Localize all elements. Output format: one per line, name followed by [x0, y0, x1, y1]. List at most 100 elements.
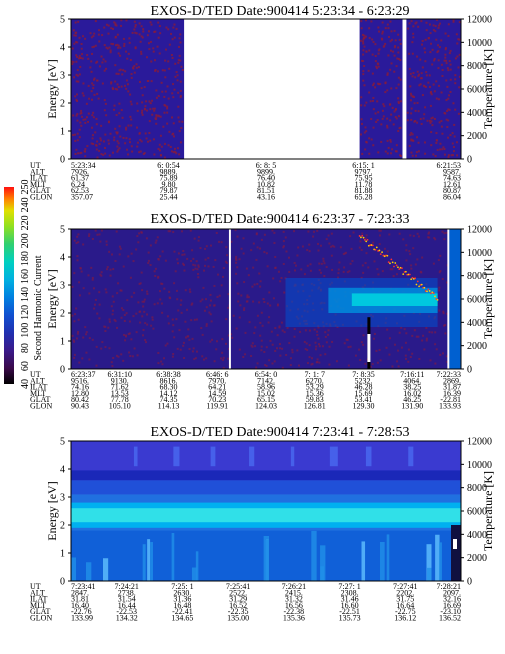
data-speckle: [88, 358, 91, 361]
data-speckle: [80, 47, 83, 50]
data-speckle: [194, 357, 197, 360]
data-speckle: [393, 29, 396, 32]
data-speckle: [169, 230, 172, 233]
y-tick-label: 5: [60, 437, 65, 448]
data-speckle: [163, 156, 166, 159]
data-speckle: [372, 108, 375, 111]
y-right-tick-label: 6000: [467, 295, 487, 306]
data-speckle: [71, 60, 74, 63]
data-speckle: [343, 342, 346, 345]
data-speckle: [158, 25, 161, 28]
data-speckle: [114, 127, 117, 130]
data-segment: [406, 19, 461, 159]
data-speckle: [124, 142, 127, 145]
data-speckle: [155, 115, 158, 118]
data-speckle: [247, 274, 250, 277]
data-speckle: [156, 236, 159, 239]
data-speckle: [324, 335, 327, 338]
data-speckle: [453, 135, 456, 138]
data-speckle: [443, 148, 446, 151]
data-speckle: [397, 83, 400, 86]
data-speckle: [97, 33, 100, 36]
data-speckle: [259, 247, 262, 250]
data-speckle: [410, 112, 413, 115]
table-row-label: GLON: [30, 614, 52, 623]
data-speckle: [240, 294, 243, 297]
data-speckle: [108, 320, 111, 323]
data-speckle: [174, 75, 177, 78]
data-speckle: [141, 94, 144, 97]
data-speckle: [456, 154, 459, 157]
data-speckle: [130, 76, 133, 79]
data-speckle: [103, 44, 106, 47]
table-cell: 46.25: [403, 395, 421, 404]
data-speckle: [119, 135, 122, 138]
data-speckle: [84, 148, 87, 151]
data-speckle: [75, 60, 78, 63]
table-cell: -22.53: [116, 607, 137, 616]
data-speckle: [330, 232, 333, 235]
data-speckle: [104, 330, 107, 333]
data-speckle: [122, 37, 125, 40]
data-speckle: [377, 111, 380, 114]
data-speckle: [442, 352, 445, 355]
data-speckle: [364, 362, 367, 365]
data-speckle: [177, 309, 180, 312]
data-speckle: [451, 142, 454, 145]
data-speckle: [113, 318, 116, 321]
data-speckle: [155, 122, 158, 125]
temperature-point: [408, 273, 411, 276]
data-speckle: [147, 251, 150, 254]
data-speckle: [272, 297, 275, 300]
data-speckle: [164, 59, 167, 62]
data-speckle: [365, 130, 368, 133]
data-speckle: [112, 43, 115, 46]
data-speckle: [76, 332, 79, 335]
data-speckle: [227, 293, 230, 296]
data-speckle: [90, 126, 93, 129]
data-speckle: [127, 255, 130, 258]
data-speckle: [238, 258, 241, 261]
data-speckle: [397, 102, 400, 105]
colorbar-gradient: [4, 187, 14, 384]
y-tick-label: 4: [60, 465, 65, 476]
data-speckle: [122, 265, 125, 268]
data-speckle: [82, 94, 85, 97]
data-speckle: [88, 292, 91, 295]
data-speckle: [316, 333, 319, 336]
data-speckle: [409, 133, 412, 136]
data-speckle: [123, 319, 126, 322]
temperature-point: [390, 258, 393, 261]
data-speckle: [186, 308, 189, 311]
y-tick-label: 5: [60, 225, 65, 236]
data-speckle: [148, 120, 151, 123]
temperature-point: [420, 283, 423, 286]
table-cell: 15.02: [257, 389, 275, 398]
data-speckle: [111, 86, 114, 89]
data-speckle: [376, 268, 379, 271]
data-speckle: [171, 330, 174, 333]
data-speckle: [429, 121, 432, 124]
data-speckle: [72, 29, 75, 32]
data-speckle: [114, 320, 117, 323]
data-speckle: [278, 326, 281, 329]
data-speckle: [181, 253, 184, 256]
data-speckle: [424, 152, 427, 155]
data-speckle: [183, 253, 186, 256]
data-speckle: [163, 95, 166, 98]
data-speckle: [160, 302, 163, 305]
data-speckle: [213, 360, 216, 363]
data-speckle: [105, 114, 108, 117]
data-speckle: [443, 238, 446, 241]
data-speckle: [171, 38, 174, 41]
data-speckle: [443, 59, 446, 62]
data-speckle: [172, 83, 175, 86]
data-speckle: [256, 246, 259, 249]
data-speckle: [439, 353, 442, 356]
table-cell: 2415.: [285, 588, 303, 597]
data-speckle: [446, 126, 449, 129]
data-speckle: [76, 235, 79, 238]
data-speckle: [102, 58, 105, 61]
data-speckle: [404, 354, 407, 357]
edge-highlight: [453, 539, 457, 549]
